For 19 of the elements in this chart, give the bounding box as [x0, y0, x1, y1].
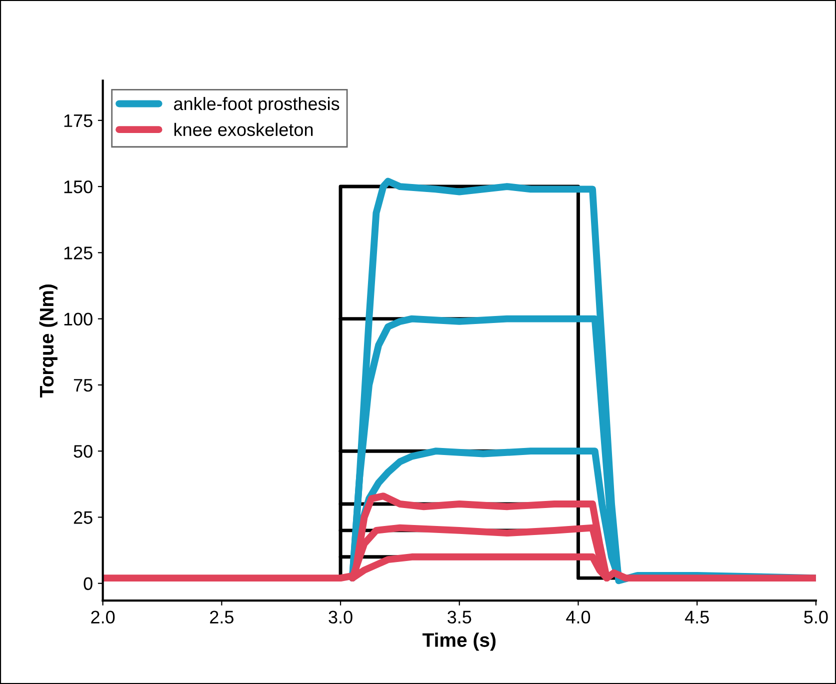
y-tick-label: 175 — [64, 114, 92, 128]
y-tick-label: 150 — [64, 180, 92, 194]
legend-label: ankle-foot prosthesis — [174, 96, 340, 114]
legend-label: knee exoskeleton — [174, 122, 313, 136]
y-tick-label: 125 — [64, 246, 92, 260]
x-tick-label: 4.0 — [566, 610, 590, 624]
y-tick-label: 25 — [74, 511, 92, 524]
x-axis-title: Time (s) — [422, 632, 496, 651]
x-tick-label: 5.0 — [804, 610, 828, 624]
x-tick-label: 2.0 — [91, 610, 115, 624]
x-tick-label: 2.5 — [210, 610, 234, 624]
y-tick-label: 0 — [84, 577, 92, 590]
y-tick-label: 50 — [74, 445, 92, 458]
x-tick-label: 3.5 — [448, 610, 472, 624]
y-tick-label: 100 — [64, 312, 92, 326]
x-tick-label: 4.5 — [684, 610, 709, 624]
y-axis-title: Torque (Nm) — [39, 284, 58, 398]
x-tick-label: 3.0 — [328, 610, 352, 624]
y-tick-label: 75 — [74, 379, 92, 392]
